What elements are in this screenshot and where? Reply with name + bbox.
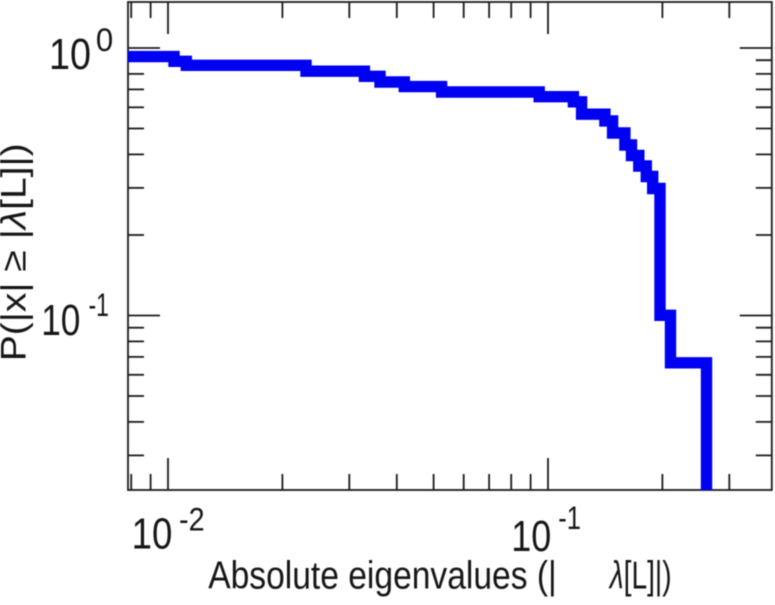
- svg-text:P(|x| ≥ |λ[L]|): P(|x| ≥ |λ[L]|): [0, 143, 34, 361]
- svg-text:λ[L]|): λ[L]|): [608, 554, 671, 597]
- svg-text:10: 10: [41, 296, 80, 345]
- svg-text:10: 10: [511, 512, 551, 561]
- svg-text:Absolute eigenvalues (|: Absolute eigenvalues (|: [208, 554, 557, 597]
- svg-text:-1: -1: [89, 287, 109, 323]
- svg-text:-1: -1: [558, 500, 581, 536]
- svg-text:-2: -2: [179, 501, 205, 537]
- svg-text:0: 0: [96, 22, 113, 58]
- svg-text:10: 10: [132, 510, 173, 559]
- svg-text:10: 10: [49, 30, 91, 79]
